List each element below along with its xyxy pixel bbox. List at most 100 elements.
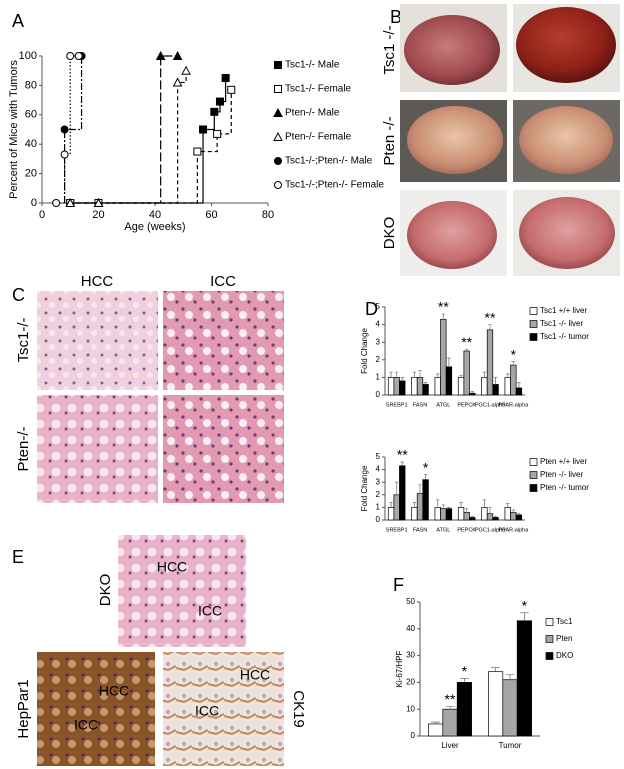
bar bbox=[428, 723, 444, 737]
marker bbox=[172, 77, 183, 87]
bar bbox=[411, 507, 418, 521]
liver bbox=[519, 106, 613, 174]
bar bbox=[492, 384, 499, 396]
step-line bbox=[70, 78, 227, 204]
row-label: Pten -/- bbox=[381, 116, 398, 165]
marker bbox=[221, 74, 230, 83]
region-label: ICC bbox=[195, 703, 219, 719]
error-bar bbox=[488, 324, 492, 330]
y-tick-label: 30 bbox=[406, 651, 415, 660]
bar bbox=[463, 512, 470, 521]
error-bar bbox=[400, 377, 404, 381]
legend-label: Pten +/+ liver bbox=[540, 457, 587, 466]
bar bbox=[502, 679, 518, 737]
y-tick-label: 2 bbox=[376, 490, 381, 499]
panel-letter: F bbox=[393, 575, 404, 595]
x-tick-label: 20 bbox=[92, 209, 104, 221]
ihc-image bbox=[163, 652, 284, 766]
marker bbox=[274, 181, 282, 189]
histology-image bbox=[118, 535, 246, 647]
bar bbox=[469, 517, 476, 521]
legend-label: Pten -/- tumor bbox=[540, 483, 589, 492]
legend-label: Tsc1 bbox=[556, 617, 573, 626]
significance: ** bbox=[438, 299, 449, 315]
significance: * bbox=[462, 663, 468, 679]
error-bar bbox=[431, 721, 440, 724]
legend-label: Tsc1-/- Female bbox=[285, 84, 352, 95]
bar bbox=[492, 517, 499, 521]
error-bar bbox=[418, 484, 422, 494]
bar bbox=[393, 377, 400, 396]
marker bbox=[60, 150, 69, 159]
error-bar bbox=[482, 371, 487, 378]
panel-letter: C bbox=[12, 285, 25, 305]
histology-image bbox=[163, 395, 284, 503]
error-bar bbox=[470, 391, 474, 394]
bar bbox=[516, 620, 532, 737]
legend-swatch bbox=[529, 307, 538, 315]
y-tick-label: 20 bbox=[25, 168, 37, 180]
bar bbox=[422, 479, 429, 521]
legend-label: Tsc1-/-;Pten-/- Female bbox=[285, 180, 384, 191]
x-tick-label: PPAR-alpha bbox=[498, 402, 529, 408]
error-bar bbox=[436, 499, 440, 508]
error-bar bbox=[423, 382, 428, 385]
bar bbox=[393, 494, 400, 521]
liver-photos bbox=[400, 4, 620, 276]
bar bbox=[463, 350, 470, 396]
marker bbox=[60, 125, 69, 134]
y-tick-label: 50 bbox=[406, 597, 415, 606]
row-label: DKO bbox=[97, 574, 114, 607]
legend-label: Pten-/- Male bbox=[285, 108, 340, 119]
bar bbox=[486, 513, 494, 521]
y-tick-label: 40 bbox=[25, 138, 37, 150]
legend-swatch bbox=[529, 471, 538, 479]
row-label: Tsc1 -/- bbox=[381, 25, 398, 74]
bar bbox=[481, 507, 488, 521]
y-tick-label: 0 bbox=[376, 390, 381, 399]
legend-swatch bbox=[529, 484, 538, 492]
bar bbox=[387, 377, 395, 396]
marker bbox=[74, 52, 83, 60]
bar bbox=[457, 507, 465, 521]
x-tick-label: ATGL bbox=[436, 402, 450, 408]
histology-image bbox=[37, 291, 158, 390]
legend-label: Tsc1 -/- tumor bbox=[540, 332, 589, 341]
region-label: ICC bbox=[198, 603, 222, 619]
error-bar bbox=[423, 474, 428, 480]
bar bbox=[399, 380, 406, 396]
legend-swatch bbox=[529, 458, 538, 466]
bar bbox=[469, 392, 476, 396]
marker bbox=[273, 107, 283, 117]
bar bbox=[457, 377, 465, 396]
x-tick-label: 60 bbox=[205, 209, 217, 221]
bar bbox=[399, 465, 406, 521]
legend-label: Pten bbox=[556, 634, 572, 643]
y-axis-label: Fold Change bbox=[360, 465, 369, 511]
y-tick-label: 5 bbox=[376, 452, 381, 461]
marker bbox=[213, 129, 222, 138]
row-label: Pten-/- bbox=[15, 426, 32, 471]
marker bbox=[181, 65, 191, 75]
step-line bbox=[70, 70, 187, 204]
marker bbox=[66, 52, 75, 60]
x-tick-label: PEPCK bbox=[457, 402, 476, 408]
y-tick-label: 20 bbox=[406, 678, 415, 687]
x-tick-label: SREBP1 bbox=[386, 527, 408, 533]
y-tick-label: 2 bbox=[376, 355, 381, 364]
bar bbox=[456, 682, 472, 737]
legend-label: Tsc1 -/- liver bbox=[540, 319, 583, 328]
x-tick-label: 40 bbox=[149, 209, 161, 221]
x-tick-label: 80 bbox=[262, 209, 274, 221]
x-tick-label: FASN bbox=[413, 402, 427, 408]
y-tick-label: 60 bbox=[25, 109, 37, 121]
legend-label: Tsc1-/- Male bbox=[285, 60, 340, 71]
error-bar bbox=[394, 481, 399, 495]
step-line bbox=[70, 55, 178, 204]
y-tick-label: 0 bbox=[376, 515, 381, 524]
region-label: HCC bbox=[99, 683, 129, 699]
ihc-image bbox=[37, 652, 155, 766]
region-label: ICC bbox=[74, 717, 98, 733]
marker bbox=[274, 157, 282, 165]
